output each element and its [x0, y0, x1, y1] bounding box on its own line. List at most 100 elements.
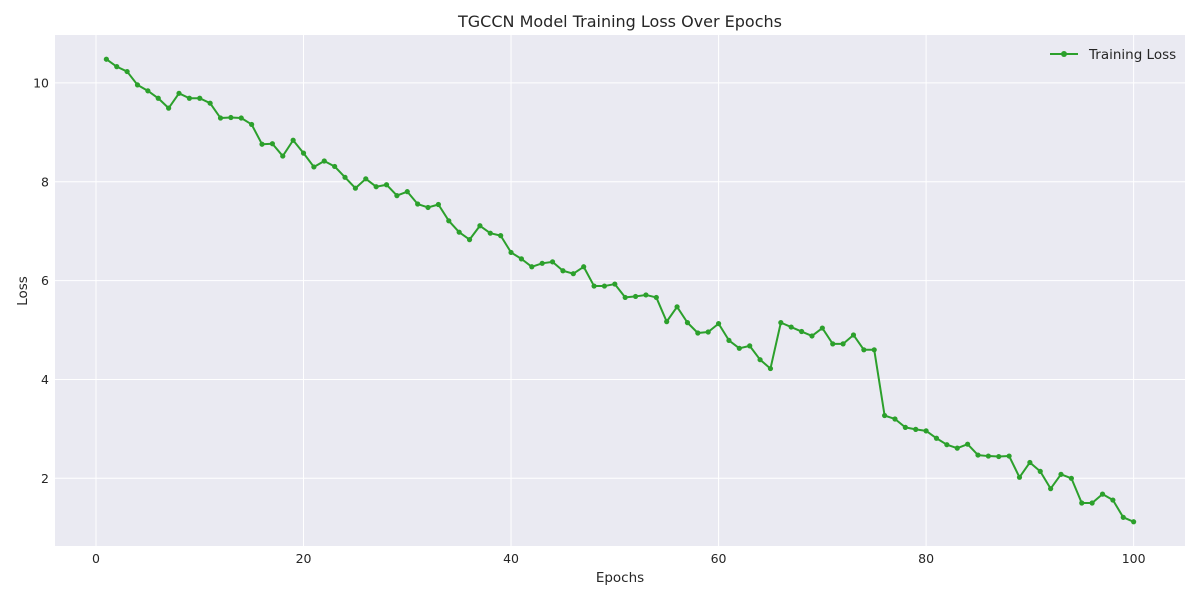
y-tick-labels: 2 4 6 8 10: [33, 75, 49, 485]
data-point: [622, 294, 628, 301]
data-point: [186, 95, 192, 101]
data-point: [498, 233, 504, 239]
y-tick-label: 6: [41, 273, 49, 288]
data-point: [695, 330, 701, 336]
x-tick-label: 20: [296, 551, 312, 566]
data-point: [134, 82, 141, 88]
data-point: [363, 176, 369, 182]
data-point: [944, 442, 950, 448]
data-point: [757, 357, 763, 363]
data-point: [913, 426, 919, 432]
data-point: [1006, 453, 1012, 459]
data-point: [591, 283, 597, 289]
series-layer: [103, 56, 1137, 525]
data-point: [933, 435, 940, 441]
data-point: [778, 320, 784, 326]
data-point: [798, 328, 805, 335]
data-point: [197, 95, 203, 101]
data-point: [404, 189, 410, 195]
data-point: [643, 292, 649, 298]
data-point: [466, 237, 473, 243]
y-tick-label: 2: [41, 471, 49, 486]
data-point: [985, 453, 991, 459]
data-point: [394, 193, 400, 199]
data-point: [954, 445, 960, 451]
data-point: [352, 185, 358, 191]
data-point: [114, 64, 120, 70]
data-point: [415, 201, 421, 207]
data-point: [975, 452, 981, 458]
data-point: [902, 424, 908, 430]
data-point: [508, 249, 514, 256]
x-tick-label: 40: [503, 551, 519, 566]
data-point: [103, 56, 109, 62]
data-point: [228, 114, 234, 121]
data-point: [1131, 519, 1137, 525]
data-point: [446, 218, 452, 224]
x-tick-label: 60: [711, 551, 727, 566]
data-point: [1037, 468, 1043, 474]
x-axis-label: Epochs: [596, 570, 644, 586]
data-point: [1099, 491, 1106, 497]
data-point: [373, 184, 379, 190]
data-point: [767, 365, 774, 372]
data-point: [1027, 459, 1033, 466]
data-point: [155, 95, 161, 101]
data-point: [1016, 474, 1023, 480]
data-point: [882, 412, 888, 419]
data-point: [747, 343, 753, 349]
data-point: [570, 271, 576, 277]
data-point: [342, 174, 348, 180]
data-point: [549, 259, 556, 265]
data-point: [425, 204, 431, 211]
data-point: [1079, 500, 1085, 506]
data-point: [726, 337, 732, 344]
data-point: [965, 441, 971, 447]
data-point: [1068, 475, 1074, 481]
data-point: [435, 201, 442, 208]
x-tick-labels: 0 20 40 60 80 100: [92, 551, 1146, 566]
data-point: [487, 230, 493, 236]
x-tick-label: 100: [1122, 551, 1146, 566]
legend: Training Loss: [1050, 47, 1176, 63]
data-point: [249, 121, 255, 128]
data-point: [830, 341, 836, 347]
data-point: [1120, 514, 1126, 520]
data-point: [217, 115, 224, 121]
data-point: [529, 264, 535, 270]
data-point: [124, 68, 130, 75]
data-point: [664, 319, 670, 325]
data-point: [736, 345, 742, 351]
data-point: [632, 293, 639, 300]
data-point: [715, 321, 722, 327]
data-point: [518, 256, 525, 262]
data-point: [176, 90, 182, 96]
data-point: [612, 281, 618, 287]
data-point: [861, 347, 867, 353]
data-point: [705, 329, 711, 335]
y-tick-label: 10: [33, 75, 49, 90]
data-point: [684, 320, 691, 326]
legend-label: Training Loss: [1088, 47, 1176, 63]
data-point: [238, 115, 244, 121]
data-point: [923, 428, 929, 434]
training-loss-line: [105, 58, 1135, 523]
y-axis-label: Loss: [15, 276, 31, 306]
data-point: [1110, 497, 1116, 503]
y-tick-label: 4: [41, 372, 49, 387]
data-point: [300, 150, 307, 156]
data-point: [269, 141, 275, 147]
x-tick-label: 0: [92, 551, 100, 566]
data-point: [653, 294, 659, 301]
data-point: [560, 268, 566, 274]
data-point: [1058, 471, 1064, 477]
data-point: [788, 324, 794, 330]
data-point: [996, 453, 1002, 460]
data-point: [850, 332, 857, 338]
grid-lines: [55, 35, 1185, 546]
data-point: [539, 260, 545, 266]
data-point: [892, 416, 898, 422]
data-point: [1089, 500, 1095, 506]
